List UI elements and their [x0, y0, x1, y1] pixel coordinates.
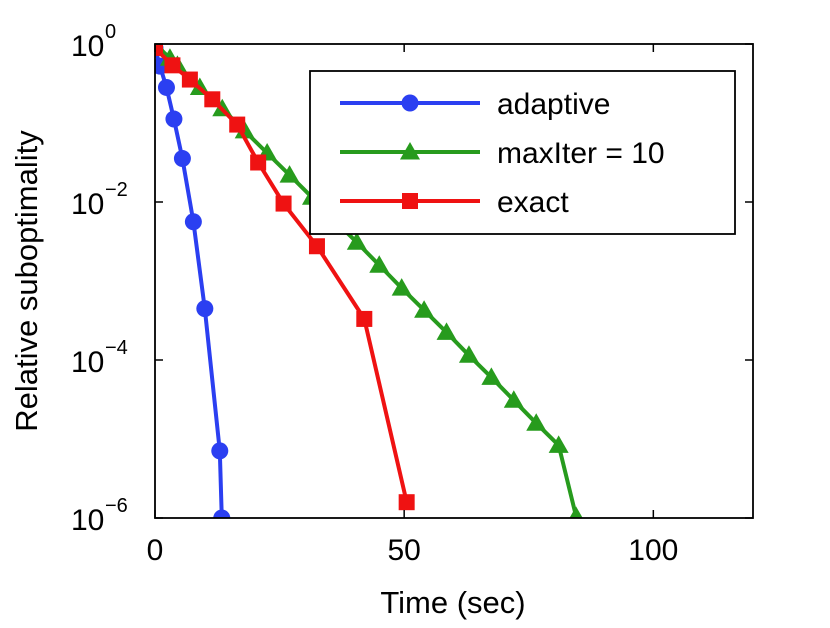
data-point-0-3 [165, 110, 183, 128]
data-point-0-2 [157, 78, 175, 96]
data-point-1-17 [503, 390, 524, 408]
data-point-2-5 [250, 154, 267, 171]
data-point-1-20 [569, 506, 583, 518]
series-line-2 [155, 46, 409, 503]
x-axis-label: Time (sec) [380, 585, 525, 620]
series-2 [155, 44, 415, 511]
data-point-1-18 [526, 413, 547, 431]
data-point-2-6 [275, 195, 292, 212]
data-point-0-5 [184, 213, 202, 231]
legend-label-0: adaptive [497, 88, 610, 121]
series-layer [155, 44, 583, 518]
x-tick-label-1: 50 [387, 534, 420, 567]
y-tick-label-1: 10 [71, 188, 104, 221]
data-point-2-3 [204, 91, 221, 108]
data-point-2-8 [356, 310, 373, 327]
legend-label-1: maxIter = 10 [497, 137, 665, 170]
x-tick-label-2: 100 [628, 534, 678, 567]
y-tick-label-0: 10 [71, 30, 104, 63]
data-point-1-12 [391, 278, 412, 296]
data-point-1-15 [458, 345, 479, 363]
legend-marker-2 [402, 193, 418, 209]
legend-marker-1 [400, 142, 420, 160]
y-axis-label: Relative suboptimality [9, 130, 44, 432]
data-point-2-9 [398, 494, 415, 511]
y-tick-label-2: 10 [71, 346, 104, 379]
data-point-1-10 [346, 232, 367, 250]
legend-marker-0 [401, 94, 419, 112]
legend: adaptive maxIter = 10 exact [309, 70, 736, 235]
data-point-2-0 [155, 44, 163, 56]
y-tick-exponent-0: 0 [105, 21, 116, 43]
data-point-0-6 [196, 300, 214, 318]
data-point-1-13 [414, 300, 435, 318]
data-point-1-19 [548, 435, 569, 453]
y-tick-exponent-1: −2 [105, 179, 128, 201]
axes-frame [154, 43, 754, 519]
data-point-2-7 [308, 238, 325, 255]
data-point-2-2 [181, 71, 198, 88]
data-point-0-4 [173, 150, 191, 168]
data-point-0-8 [213, 509, 231, 518]
data-point-2-4 [229, 116, 246, 133]
y-tick-exponent-2: −4 [105, 337, 128, 359]
data-point-1-16 [481, 367, 502, 385]
legend-label-2: exact [497, 186, 569, 219]
data-point-1-14 [436, 322, 457, 340]
y-tick-exponent-3: −6 [105, 495, 128, 517]
data-point-0-7 [211, 442, 229, 460]
y-tick-label-3: 10 [71, 504, 104, 537]
data-point-1-11 [369, 255, 390, 273]
data-point-2-1 [164, 57, 181, 74]
data-point-1-7 [279, 165, 300, 183]
x-tick-label-0: 0 [147, 534, 164, 567]
